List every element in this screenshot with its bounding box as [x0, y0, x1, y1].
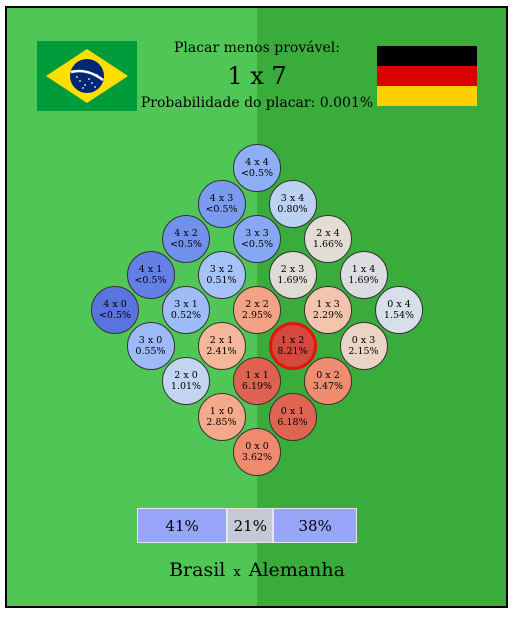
score-probability: Probabilidade do placar: 0.001% — [140, 95, 374, 111]
score-prob: 8.21% — [277, 345, 308, 357]
score-label: 1 x 0 — [209, 405, 234, 417]
score-cell-1-1: 1 x 1 6.19% — [233, 357, 281, 405]
draw-segment: 21% — [227, 508, 274, 543]
score-cell-1-4: 1 x 4 1.69% — [339, 250, 388, 299]
match-card: Placar menos provável: 1 x 7 Probabilida… — [5, 6, 508, 608]
score-label: 2 x 1 — [209, 334, 234, 346]
score-cell-4-2: 4 x 2 <0.5% — [162, 215, 210, 263]
brazil-flag-icon — [37, 41, 137, 111]
score-cell-3-3: 3 x 3 <0.5% — [233, 215, 281, 263]
score-label: 3 x 1 — [174, 299, 198, 310]
score-label: 3 x 3 — [245, 228, 269, 239]
score-prob: 1.54% — [383, 310, 415, 321]
score-label: 4 x 4 — [245, 157, 269, 168]
score-prob: 0.80% — [277, 203, 308, 215]
score-prob: 2.85% — [206, 416, 237, 428]
score-cell-2-2: 2 x 2 2.95% — [233, 286, 281, 334]
score-label: 4 x 0 — [103, 299, 127, 310]
score-cell-3-0: 3 x 0 0.55% — [126, 321, 175, 370]
score-label: 2 x 3 — [280, 263, 305, 275]
teams-separator: x — [233, 565, 241, 580]
score-prob: 2.41% — [206, 345, 237, 357]
score-prob: 0.52% — [170, 310, 202, 321]
score-cell-1-0: 1 x 0 2.85% — [197, 392, 246, 441]
score-prob: 3.62% — [241, 452, 273, 463]
score-cell-1-2: 1 x 2 8.21% — [268, 321, 317, 370]
score-label: 4 x 2 — [174, 228, 198, 239]
score-label: 2 x 2 — [245, 299, 269, 310]
score-prob: <0.5% — [134, 274, 167, 286]
score-label: 0 x 3 — [351, 334, 376, 346]
teams-line: Brasil x Alemanha — [107, 559, 407, 581]
header-caption: Placar menos provável: — [174, 40, 340, 56]
away-win-segment: 38% — [273, 508, 357, 543]
score-label: 3 x 2 — [209, 263, 234, 275]
score-label: 0 x 0 — [245, 441, 269, 452]
score-cell-3-2: 3 x 2 0.51% — [197, 250, 246, 299]
score-label: 2 x 0 — [174, 370, 198, 381]
home-team-name: Brasil — [169, 559, 226, 581]
score-label: 1 x 1 — [245, 370, 269, 381]
away-team-name: Alemanha — [248, 559, 345, 581]
score-label: 1 x 2 — [280, 334, 305, 346]
score-cell-0-1: 0 x 1 6.18% — [268, 392, 317, 441]
score-cell-2-1: 2 x 1 2.41% — [197, 321, 246, 370]
score-prob: 2.15% — [348, 345, 379, 357]
score-label: 0 x 4 — [387, 299, 411, 310]
home-win-segment: 41% — [137, 508, 228, 543]
germany-flag-icon — [377, 46, 477, 106]
least-likely-score: 1 x 7 — [227, 62, 287, 90]
score-prob: 1.01% — [170, 381, 202, 392]
score-cell-0-3: 0 x 3 2.15% — [339, 321, 388, 370]
score-cell-4-4: 4 x 4 <0.5% — [233, 144, 281, 192]
score-prob: 2.29% — [312, 310, 344, 321]
score-cell-4-0: 4 x 0 <0.5% — [91, 286, 139, 334]
score-cell-2-3: 2 x 3 1.69% — [268, 250, 317, 299]
score-prob: 0.55% — [135, 345, 166, 357]
score-label: 4 x 1 — [138, 263, 163, 275]
score-label: 0 x 2 — [316, 370, 340, 381]
score-label: 3 x 4 — [280, 192, 305, 204]
score-cell-3-1: 3 x 1 0.52% — [162, 286, 210, 334]
score-prob: 6.19% — [241, 381, 273, 392]
score-cell-2-4: 2 x 4 1.66% — [304, 215, 352, 263]
score-cell-3-4: 3 x 4 0.80% — [268, 179, 317, 228]
score-prob: <0.5% — [169, 239, 203, 250]
score-prob: 2.95% — [241, 310, 273, 321]
score-cell-1-3: 1 x 3 2.29% — [304, 286, 352, 334]
score-prob: <0.5% — [240, 168, 274, 179]
score-cell-2-0: 2 x 0 1.01% — [162, 357, 210, 405]
score-cell-4-1: 4 x 1 <0.5% — [126, 250, 175, 299]
score-cell-4-3: 4 x 3 <0.5% — [197, 179, 246, 228]
score-label: 4 x 3 — [209, 192, 234, 204]
score-prob: <0.5% — [98, 310, 132, 321]
score-label: 2 x 4 — [316, 228, 340, 239]
score-label: 1 x 3 — [316, 299, 340, 310]
score-prob: 3.47% — [312, 381, 344, 392]
score-prob: <0.5% — [240, 239, 274, 250]
score-prob: 1.69% — [348, 274, 379, 286]
score-prob: 0.51% — [206, 274, 237, 286]
score-label: 1 x 4 — [351, 263, 376, 275]
score-prob: 6.18% — [277, 416, 308, 428]
score-cell-0-4: 0 x 4 1.54% — [375, 286, 423, 334]
score-prob: 1.66% — [312, 239, 344, 250]
score-cell-0-0: 0 x 0 3.62% — [233, 428, 281, 476]
score-prob: 1.69% — [277, 274, 308, 286]
score-label: 3 x 0 — [138, 334, 163, 346]
score-cell-0-2: 0 x 2 3.47% — [304, 357, 352, 405]
score-label: 0 x 1 — [280, 405, 305, 417]
score-prob: <0.5% — [205, 203, 238, 215]
